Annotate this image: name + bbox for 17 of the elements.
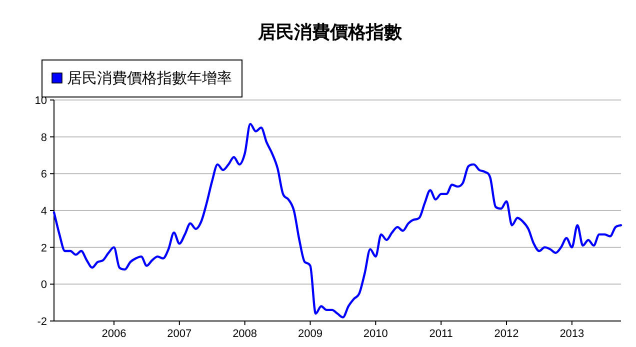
legend: 居民消費價格指數年增率 xyxy=(42,60,242,98)
x-tick-label: 2007 xyxy=(167,328,192,340)
y-tick-label: 8 xyxy=(40,132,47,144)
x-tick-label: 2013 xyxy=(560,328,584,340)
y-tick-label: 6 xyxy=(40,168,47,181)
x-tick-label: 2009 xyxy=(298,328,322,340)
chart-title: 居民消費價格指數 xyxy=(257,22,403,42)
y-tick-label: 0 xyxy=(40,279,47,292)
x-tick-label: 2011 xyxy=(429,328,453,340)
y-tick-label: -2 xyxy=(37,316,47,328)
y-tick-label: 4 xyxy=(40,206,47,218)
x-tick-label: 2010 xyxy=(363,328,388,340)
y-tick-label: 2 xyxy=(40,242,47,254)
x-tick-label: 2006 xyxy=(102,328,126,340)
x-tick-label: 2012 xyxy=(494,328,519,340)
legend-label: 居民消費價格指數年增率 xyxy=(67,70,232,87)
x-tick-label: 2008 xyxy=(232,328,258,340)
